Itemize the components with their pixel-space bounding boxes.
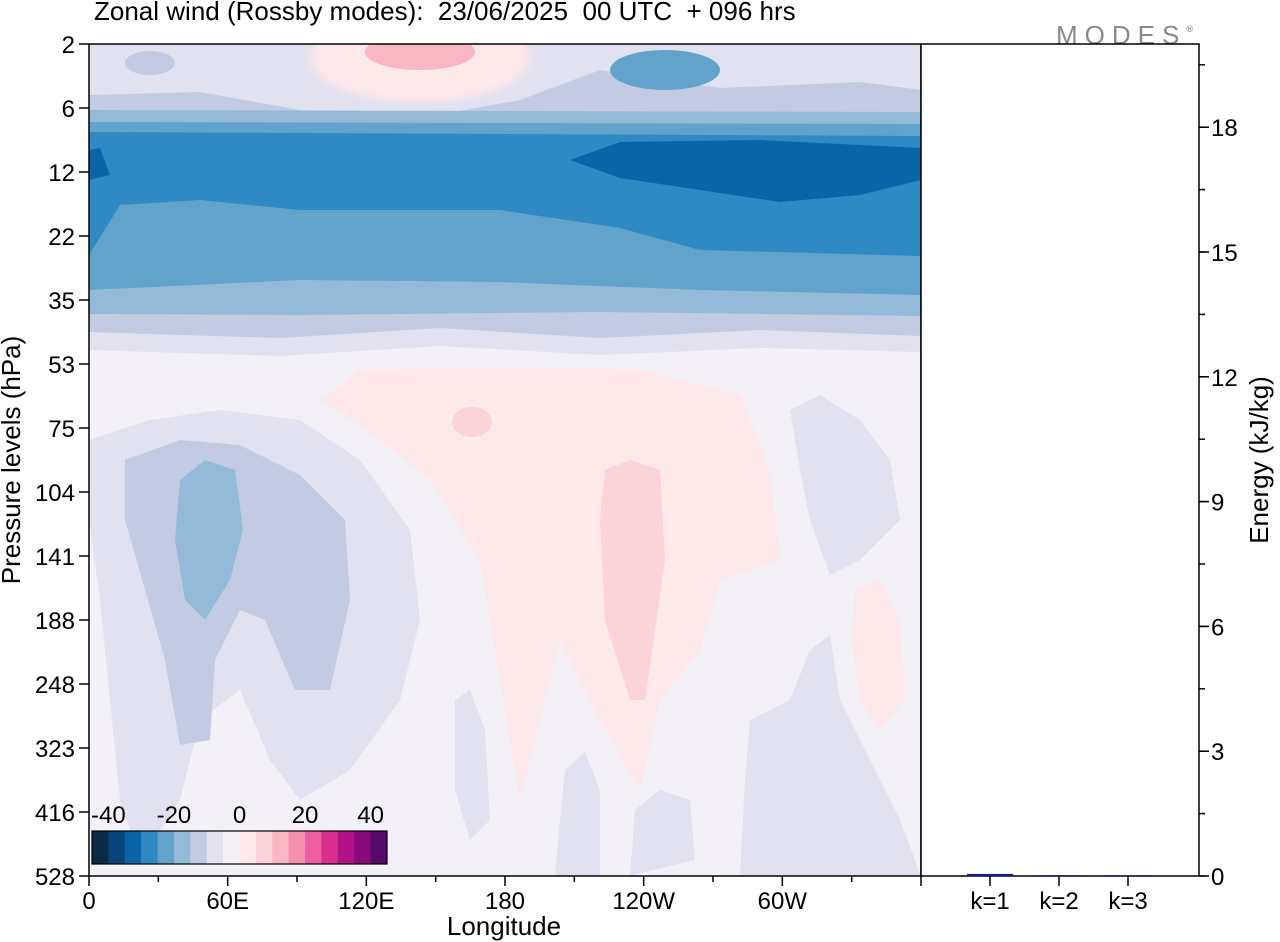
colorbar-swatch (321, 831, 339, 864)
colorbar-tick-label: 40 (357, 802, 384, 829)
pressure-tick-label: 323 (35, 736, 75, 763)
longitude-tick-label: 60E (206, 888, 249, 915)
colorbar-swatch (337, 831, 355, 864)
energy-bar (1036, 875, 1082, 877)
energy-axis-label: Energy (kJ/kg) (1244, 376, 1274, 544)
pressure-tick-label: 528 (35, 864, 75, 891)
field-band-core-west (89, 148, 110, 180)
energy-tick-label: 15 (1211, 240, 1238, 267)
longitude-tick-label: 120W (612, 888, 675, 915)
heatmap-field (89, 44, 921, 876)
energy-tick-label: 3 (1211, 739, 1224, 766)
energy-tick-label: 0 (1211, 864, 1224, 891)
colorbar-frame (91, 830, 388, 865)
energy-tick-label: 6 (1211, 614, 1224, 641)
colorbar-tick-label: -20 (157, 802, 192, 829)
energy-tick-label: 18 (1211, 115, 1238, 142)
colorbar-swatch (190, 831, 208, 864)
colorbar-tick-label: 0 (233, 802, 246, 829)
colorbar-swatch (173, 831, 191, 864)
colorbar-swatch (141, 831, 159, 864)
pressure-tick-label: 75 (48, 416, 75, 443)
colorbar-swatch (255, 831, 273, 864)
colorbar-swatch (124, 831, 142, 864)
colorbar: -40 -20 0 20 40 (91, 802, 388, 865)
energy-axis: 0 3 6 9 12 15 18 (1199, 64, 1238, 891)
pressure-tick-label: 12 (48, 160, 75, 187)
energy-bar (1105, 875, 1151, 877)
pressure-axis: 2 6 12 22 35 53 75 104 141 188 248 323 416 528 (35, 32, 89, 891)
field-negative-core (175, 460, 243, 620)
colorbar-tick-label: -40 (91, 802, 126, 829)
colorbar-swatch (370, 831, 388, 864)
colorbar-tick-label: 20 (292, 802, 319, 829)
colorbar-swatch (272, 831, 290, 864)
energy-tick-label: 9 (1211, 490, 1224, 517)
pressure-tick-label: 22 (48, 224, 75, 251)
energy-category-label: k=2 (1039, 888, 1078, 915)
pressure-tick-label: 35 (48, 288, 75, 315)
field-positive-small (452, 407, 492, 437)
field-top-positive-outer (310, 44, 530, 102)
pressure-tick-label: 6 (62, 96, 75, 123)
pressure-tick-label: 188 (35, 608, 75, 635)
energy-category-label: k=1 (970, 888, 1009, 915)
longitude-tick-label: 0 (82, 888, 95, 915)
chart-title: Zonal wind (Rossby modes): 23/06/2025 00… (94, 0, 796, 26)
field-positive-cell (600, 460, 665, 700)
colorbar-swatch (206, 831, 224, 864)
colorbar-swatch (223, 831, 240, 864)
pressure-tick-label: 141 (35, 544, 75, 571)
colorbar-swatch (305, 831, 322, 864)
field-negative-lower-east (740, 635, 921, 876)
pressure-tick-label: 53 (48, 352, 75, 379)
longitude-tick-label: 120E (338, 888, 394, 915)
colorbar-swatch (108, 831, 126, 864)
colorbar-swatch (288, 831, 306, 864)
energy-bars: k=1 k=2 k=3 (967, 873, 1151, 915)
field-negative-east (790, 395, 900, 575)
field-top-positive-inner (365, 44, 475, 70)
colorbar-swatch (354, 831, 372, 864)
colorbar-swatch (92, 831, 109, 864)
longitude-axis: 0 60E 120E 180 120W 60W (82, 876, 922, 915)
field-band-core-negative (570, 140, 921, 202)
field-negative-lower-mid (630, 790, 695, 876)
energy-bar (967, 873, 1013, 876)
field-negative-lower-left (455, 690, 490, 840)
y-axis-label: Pressure levels (hPa) (0, 336, 26, 585)
colorbar-swatch (239, 831, 257, 864)
energy-category-label: k=3 (1108, 888, 1147, 915)
pressure-tick-label: 416 (35, 800, 75, 827)
colorbar-swatch (157, 831, 175, 864)
registered-mark: ® (1186, 24, 1193, 34)
pressure-tick-label: 248 (35, 672, 75, 699)
energy-tick-label: 12 (1211, 365, 1238, 392)
longitude-tick-label: 60W (758, 888, 808, 915)
energy-panel (920, 43, 1200, 877)
pressure-tick-label: 104 (35, 480, 75, 507)
pressure-tick-label: 2 (62, 32, 75, 59)
field-positive-broad (322, 368, 780, 800)
field-top-negative-cell (610, 50, 720, 90)
field-top-left-cell (125, 51, 175, 75)
field-negative-lower-center (555, 752, 600, 876)
field-positive-east (852, 578, 905, 730)
longitude-tick-label: 180 (485, 888, 525, 915)
x-axis-label: Longitude (447, 911, 561, 941)
